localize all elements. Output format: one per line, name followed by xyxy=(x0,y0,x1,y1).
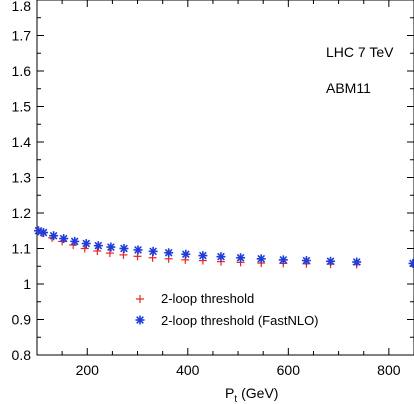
data-point-series-2 xyxy=(278,255,288,265)
y-tick-label: 0.8 xyxy=(12,347,32,363)
star-d2 xyxy=(70,237,79,246)
x-axis-label-unit: (GeV) xyxy=(241,385,278,401)
data-point-series-2 xyxy=(408,258,414,268)
x-tick-labels: 200 400 600 800 xyxy=(76,362,401,378)
x-tick-label: 800 xyxy=(377,362,401,378)
data-point-series-2 xyxy=(216,252,226,262)
star-d2 xyxy=(326,257,335,266)
series-layer xyxy=(34,226,414,269)
data-point-series-2 xyxy=(106,242,116,252)
x-tick-label: 400 xyxy=(176,362,200,378)
star-d2 xyxy=(107,243,115,251)
star-d2 xyxy=(164,248,173,257)
x-tick-label: 600 xyxy=(277,362,301,378)
data-point-series-2 xyxy=(133,245,143,255)
data-point-series-2 xyxy=(236,253,246,263)
axis-ticks xyxy=(37,0,414,356)
y-tick-label: 1.4 xyxy=(12,134,32,150)
data-point-series-2 xyxy=(93,241,103,251)
star-d2 xyxy=(94,241,103,250)
x-axis-label: Pt (GeV) xyxy=(225,385,278,404)
star-d2 xyxy=(49,231,58,240)
data-point-series-2 xyxy=(352,257,362,267)
data-point-series-2 xyxy=(81,239,91,249)
series-1 xyxy=(38,229,361,269)
star-d2 xyxy=(134,246,142,254)
star-d2 xyxy=(236,253,245,262)
data-point-series-2 xyxy=(164,248,174,258)
star-d2 xyxy=(217,252,225,261)
y-tick-label: 1.6 xyxy=(12,63,32,79)
annotation-abm: ABM11 xyxy=(326,80,371,96)
y-tick-label: 1 xyxy=(23,276,31,292)
legend-label-series-1: 2-loop threshold xyxy=(161,291,254,306)
star-d2 xyxy=(82,239,91,248)
data-point-series-2 xyxy=(39,228,49,238)
star-d2 xyxy=(181,250,190,259)
star-d2 xyxy=(199,251,207,260)
data-point-series-2 xyxy=(301,256,311,266)
legend-plus-marker xyxy=(136,295,144,303)
data-point-series-2 xyxy=(326,256,336,266)
star-d2 xyxy=(136,316,144,324)
data-point-series-2 xyxy=(256,254,266,264)
data-point-series-1 xyxy=(93,246,102,255)
y-tick-label: 0.9 xyxy=(12,312,32,328)
legend-label-series-2: 2-loop threshold (FastNLO) xyxy=(161,313,319,328)
star-d2 xyxy=(279,255,288,264)
series-2 xyxy=(34,226,414,268)
legend-asterisk-marker xyxy=(135,315,145,325)
x-axis-label-sub: t xyxy=(234,394,237,404)
star-d2 xyxy=(39,228,48,237)
star-d2 xyxy=(302,256,311,265)
x-tick-label: 200 xyxy=(76,362,100,378)
y-tick-label: 1.8 xyxy=(12,0,32,14)
data-point-series-2 xyxy=(70,236,80,246)
legend-marker-series-2 xyxy=(135,315,145,325)
data-point-series-2 xyxy=(119,244,129,253)
star-d2 xyxy=(409,261,414,268)
y-tick-label: 1.7 xyxy=(12,28,32,44)
star-d2 xyxy=(34,226,43,235)
y-tick-labels: 0.8 0.9 1 1.1 1.2 1.3 1.4 1.5 1.6 1.7 1.8 xyxy=(12,0,32,363)
y-tick-label: 1.1 xyxy=(12,241,32,257)
data-point-series-2 xyxy=(181,249,191,259)
legend-marker-series-1 xyxy=(136,295,144,303)
data-point-series-2 xyxy=(198,251,208,261)
star-d2 xyxy=(59,234,68,243)
data-point-series-2 xyxy=(49,231,59,241)
star-d2 xyxy=(257,254,266,263)
y-tick-label: 1.5 xyxy=(12,99,32,115)
y-tick-label: 1.2 xyxy=(12,205,32,221)
annotation-lhc: LHC 7 TeV xyxy=(326,44,394,60)
data-point-series-2 xyxy=(59,234,69,244)
star-d2 xyxy=(120,244,128,253)
data-point-series-2 xyxy=(148,246,158,256)
star-d2 xyxy=(149,247,157,256)
data-point-series-1 xyxy=(105,249,114,258)
legend: 2-loop threshold 2-loop threshold (FastN… xyxy=(135,291,319,328)
star-d2 xyxy=(352,258,361,266)
y-tick-label: 1.3 xyxy=(12,170,32,186)
x-axis-label-main: P xyxy=(225,385,234,401)
